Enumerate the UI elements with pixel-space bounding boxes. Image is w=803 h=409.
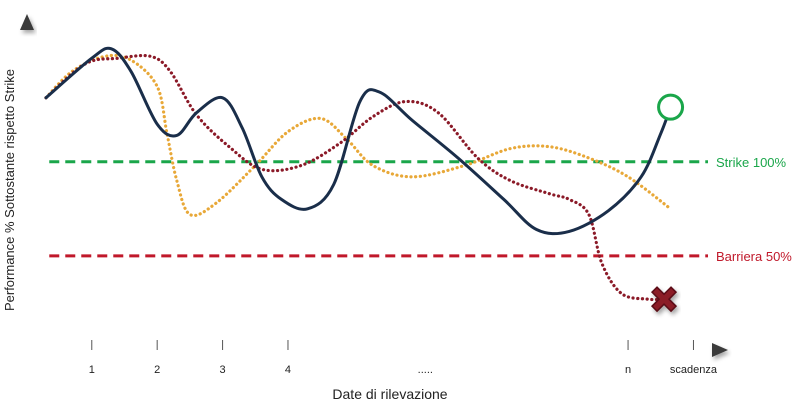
x-axis-label: Date di rilevazione [332,386,447,402]
x-tick-label: 2 [154,364,160,376]
x-tick-label: 3 [220,364,226,376]
reference-line-label: Strike 100% [716,155,787,170]
x-tick-label: scadenza [670,364,718,376]
x-tick-label: 1 [89,364,95,376]
markers-layer [650,93,685,313]
x-tick-label: 4 [285,364,291,376]
x-tick-label: ..... [418,364,433,376]
series-layer [44,46,673,302]
series-line [44,53,673,218]
series-line [44,53,666,302]
x-axis-arrow [712,343,728,357]
x-marker-shape [650,286,678,313]
axes [20,14,728,357]
reference-line-label: Barriera 50% [716,249,792,264]
x-tick-label: n [625,364,631,376]
y-axis-label: Performance % Sottostante rispetto Strik… [2,69,17,311]
reference-lines-layer: Strike 100% Barriera 50% [49,155,792,264]
end-x-marker [650,286,678,313]
ticks-layer: 1 2 3 4..... n scadenza [89,340,718,376]
y-axis-arrow [20,14,34,30]
end-circle-marker [657,93,685,121]
series-line [44,46,673,236]
